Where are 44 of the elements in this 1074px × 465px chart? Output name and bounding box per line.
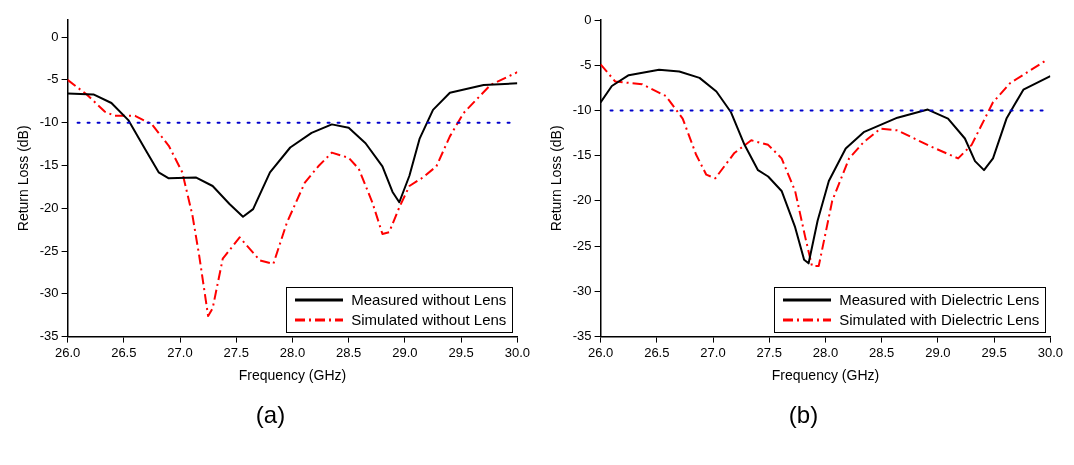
y-tick-label: -10 (572, 102, 592, 118)
y-tick-label: -25 (572, 237, 592, 253)
legend-label: Measured with Dielectric Lens (839, 289, 1040, 310)
y-tick-label: -25 (39, 242, 59, 258)
y-tick-label: -35 (572, 328, 592, 344)
text: (a) (255, 401, 286, 429)
x-tick-label: 28.5 (869, 344, 895, 360)
y-tick-label: -5 (580, 56, 592, 72)
x-tick-label: 28.5 (336, 344, 362, 360)
x-tick-label: 26.0 (54, 344, 81, 360)
x-tick-label: 26.5 (111, 344, 137, 360)
y-tick-label: -20 (572, 192, 592, 208)
x-tick-label: 29.5 (448, 344, 474, 360)
y-tick-label: -15 (39, 157, 59, 173)
y-tick-label: -5 (47, 71, 59, 87)
text: (b) (788, 401, 819, 429)
x-tick-label: 28.0 (279, 344, 306, 360)
x-tick-label: 30.0 (1037, 344, 1064, 360)
x-tick-label: 27.0 (700, 344, 726, 360)
y-tick-label: 0 (51, 28, 59, 44)
x-tick-label: 29.0 (392, 344, 418, 360)
x-tick-label: 26.5 (644, 344, 670, 360)
y-tick-label: 0 (584, 11, 592, 27)
x-tick-label: 30.0 (504, 344, 531, 360)
x-tick-label: 27.0 (167, 344, 193, 360)
legend-label: Simulated without Lens (351, 309, 507, 330)
x-tick-label: 27.5 (756, 344, 782, 360)
x-tick-label: 28.0 (812, 344, 839, 360)
y-tick-label: -35 (39, 328, 59, 344)
y-tick-label: -30 (572, 282, 592, 298)
y-axis-title: Return Loss (dB) (15, 125, 32, 232)
x-tick-label: 29.5 (981, 344, 1007, 360)
legend-label: Simulated with Dielectric Lens (839, 309, 1040, 330)
legend-label: Measured without Lens (351, 289, 507, 310)
x-axis-title: Frequency (GHz) (238, 367, 347, 384)
x-tick-label: 26.0 (587, 344, 614, 360)
y-tick-label: -30 (39, 285, 59, 301)
y-tick-label: -20 (39, 199, 59, 215)
y-tick-label: -10 (39, 114, 59, 130)
x-tick-label: 29.0 (925, 344, 951, 360)
x-axis-title: Frequency (GHz) (771, 367, 880, 384)
x-tick-label: 27.5 (223, 344, 249, 360)
y-tick-label: -15 (572, 147, 592, 163)
y-axis-title: Return Loss (dB) (548, 125, 565, 232)
